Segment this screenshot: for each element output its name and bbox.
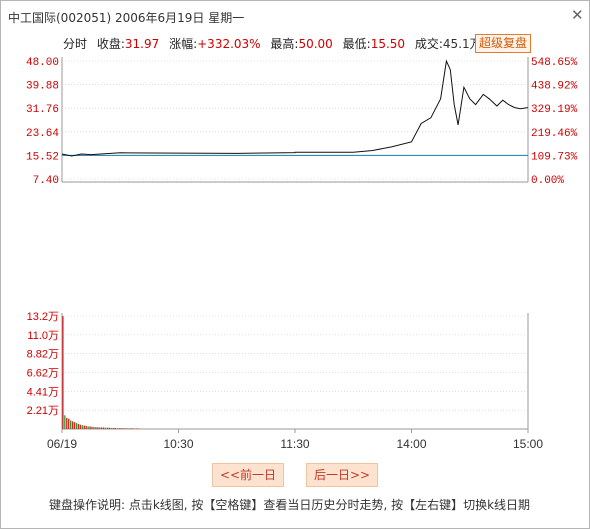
volume-bar xyxy=(116,428,118,429)
percent-tick-label: 219.46% xyxy=(531,128,578,140)
volume-bar xyxy=(110,427,113,429)
volume-bar xyxy=(81,425,83,429)
high-value: 50.00 xyxy=(298,37,333,51)
super-replay-button[interactable]: 超级复盘 xyxy=(475,34,532,53)
volume-bar xyxy=(137,428,140,429)
volume-value: 45.1万 xyxy=(442,37,482,51)
volume-bar xyxy=(95,427,97,429)
volume-bar xyxy=(89,426,91,429)
close-icon[interactable]: ✕ xyxy=(571,6,584,24)
volume-bar xyxy=(118,428,120,429)
volume-bar xyxy=(135,428,138,429)
percent-tick-label: 548.65% xyxy=(531,57,578,69)
quote-info-bar: 分时 收盘:31.97 涨幅:+332.03% 最高:50.00 最低:15.5… xyxy=(63,35,488,53)
volume-bars xyxy=(62,316,140,429)
volume-bar xyxy=(71,421,74,429)
volume-tick-label: 8.82万 xyxy=(27,349,59,361)
price-panel: 48.00 39.88 31.76 23.64 15.52 7.40 548.65% 438… xyxy=(26,57,578,187)
volume-bar xyxy=(124,428,126,429)
close-label: 收盘: xyxy=(96,37,125,51)
volume-grid xyxy=(62,315,528,411)
volume-bar xyxy=(104,427,107,429)
volume-tick-label: 4.41万 xyxy=(27,386,59,398)
keyboard-help-text: 键盘操作说明: 点击k线图, 按【空格键】查看当日历史分时走势, 按【左右键】切… xyxy=(49,498,531,512)
volume-bar xyxy=(73,422,76,429)
volume-bar xyxy=(122,428,124,429)
percent-tick-label: 329.19% xyxy=(531,104,578,116)
volume-tick-label: 13.2万 xyxy=(27,311,59,323)
time-tick-label: 14:00 xyxy=(396,437,426,451)
prev-day-button[interactable]: <<前一日 xyxy=(212,463,284,487)
volume-bar xyxy=(83,425,85,429)
price-tick-label: 31.76 xyxy=(26,104,59,116)
low-label: 最低: xyxy=(342,37,371,51)
price-tick-label: 39.88 xyxy=(26,81,59,93)
time-tick-label: 11:30 xyxy=(280,437,309,451)
price-line xyxy=(61,59,529,157)
volume-bar xyxy=(97,427,99,429)
volume-bar xyxy=(62,316,64,429)
volume-bar xyxy=(87,426,89,429)
volume-bar xyxy=(99,427,101,429)
volume-label: 成交: xyxy=(414,37,443,51)
volume-bar xyxy=(85,426,87,429)
volume-ticks: 13.2万 11.0万 8.82万 6.62万 4.41万 2.21万 xyxy=(27,311,59,417)
price-tick-label: 7.40 xyxy=(33,175,59,187)
mode-label: 分时 xyxy=(63,37,88,51)
volume-bar xyxy=(93,426,95,429)
time-tick-label: 15:00 xyxy=(513,437,543,451)
percent-tick-label: 109.73% xyxy=(531,151,578,163)
volume-bar xyxy=(69,420,72,429)
low-value: 15.50 xyxy=(370,37,406,51)
price-grid xyxy=(62,60,528,180)
time-axis-ticks: 06/19 10:30 11:30 14:00 15:00 xyxy=(47,429,543,451)
intraday-chart[interactable]: 48.00 39.88 31.76 23.64 15.52 7.40 548.65% 438… xyxy=(1,1,589,461)
percent-tick-label: 0.00% xyxy=(531,175,564,187)
price-right-ticks: 548.65% 438.92% 329.19% 219.46% 109.73% 0.00% xyxy=(531,57,578,187)
volume-tick-label: 6.62万 xyxy=(27,368,59,380)
next-day-button[interactable]: 后一日>> xyxy=(306,463,378,487)
volume-tick-label: 2.21万 xyxy=(27,405,59,417)
volume-bar xyxy=(132,428,134,429)
price-tick-label: 15.52 xyxy=(26,151,59,163)
volume-bar xyxy=(102,427,105,429)
price-left-ticks: 48.00 39.88 31.76 23.64 15.52 7.40 xyxy=(26,57,59,187)
volume-bar xyxy=(134,428,136,429)
volume-bar xyxy=(126,428,128,429)
volume-bar xyxy=(106,427,109,429)
volume-bar xyxy=(77,423,80,429)
volume-bar xyxy=(114,427,116,429)
price-tick-label: 23.64 xyxy=(26,128,59,140)
volume-bar xyxy=(112,427,115,429)
high-label: 最高: xyxy=(270,37,299,51)
change-label: 涨幅: xyxy=(169,37,198,51)
volume-bar xyxy=(120,428,122,429)
window-title: 中工国际(002051) 2006年6月19日 星期一 xyxy=(8,11,245,25)
volume-bar xyxy=(68,418,70,429)
volume-bar xyxy=(75,423,78,429)
percent-tick-label: 438.92% xyxy=(531,81,578,93)
time-tick-label: 10:30 xyxy=(163,437,193,451)
volume-bar xyxy=(64,415,66,429)
volume-bar xyxy=(130,428,132,429)
time-tick-label: 06/19 xyxy=(47,437,77,451)
volume-tick-label: 11.0万 xyxy=(27,330,59,342)
volume-bar xyxy=(108,427,111,429)
volume-bar xyxy=(91,426,93,429)
volume-bar xyxy=(79,424,82,429)
title-bar: 中工国际(002051) 2006年6月19日 星期一 ✕ xyxy=(1,1,589,31)
close-value: 31.97 xyxy=(124,37,160,51)
volume-bar xyxy=(66,417,68,429)
volume-bar xyxy=(101,427,103,429)
volume-bar xyxy=(128,428,130,429)
price-tick-label: 48.00 xyxy=(26,57,59,69)
volume-panel: 13.2万 11.0万 8.82万 6.62万 4.41万 2.21万 06/19 10:3… xyxy=(27,311,544,451)
change-value: +332.03% xyxy=(197,37,261,51)
